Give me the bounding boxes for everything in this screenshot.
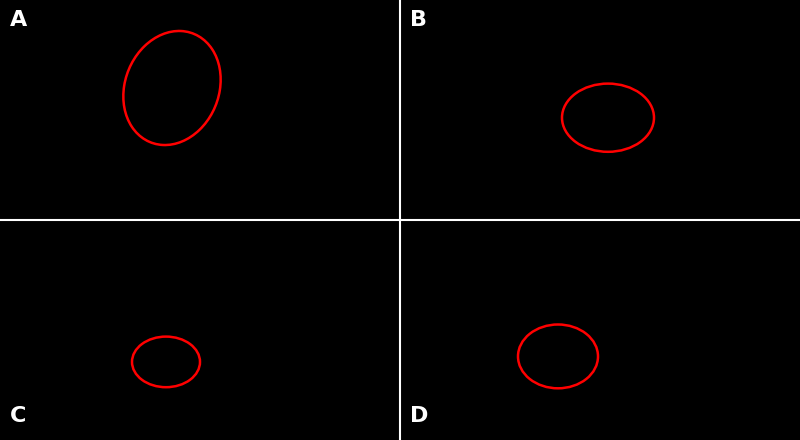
Text: A: A [10, 10, 27, 30]
Text: C: C [10, 406, 26, 426]
Text: D: D [410, 406, 428, 426]
Text: B: B [410, 10, 427, 30]
